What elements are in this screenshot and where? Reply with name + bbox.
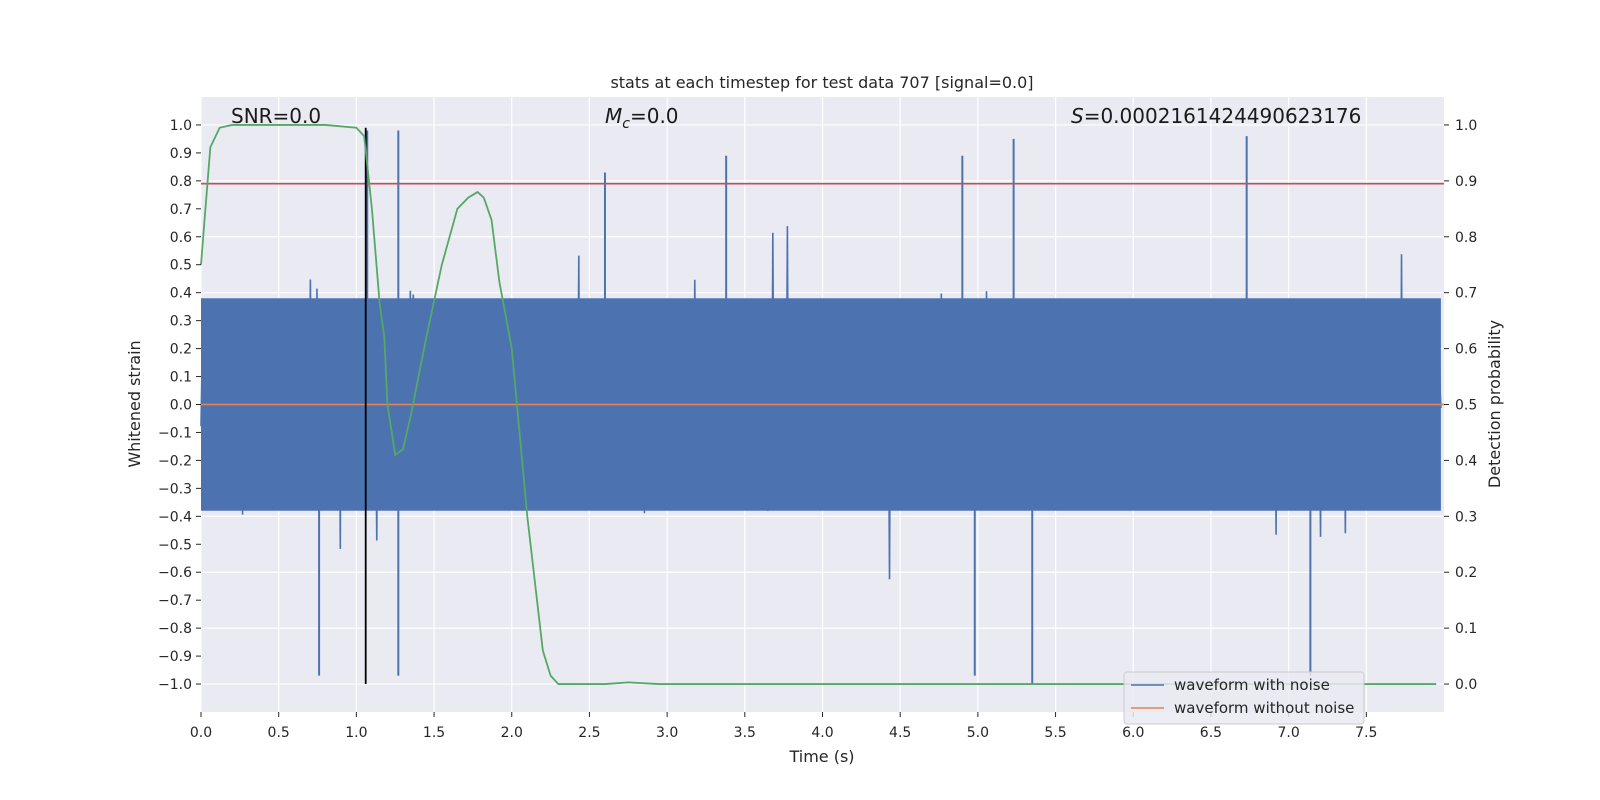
y2-tick-label: 0.1: [1455, 621, 1477, 637]
y2-tick-label: 0.6: [1455, 342, 1477, 358]
y-tick-label: −0.5: [158, 537, 192, 553]
x-tick-labels: 0.0 0.5 1.0 1.5 2.0 2.5 3.0 3.5 4.0 4.5 5.0 5.5 6.0 6…: [190, 712, 1377, 741]
x-axis-label: Time (s): [788, 747, 854, 766]
x-tick-label: 0.5: [268, 725, 290, 741]
y2-tick-label: 0.3: [1455, 509, 1477, 525]
y-tick-label: 0.8: [170, 174, 192, 190]
x-tick-label: 7.5: [1355, 725, 1377, 741]
legend: waveform with noise waveform without noi…: [1123, 671, 1365, 725]
y-axis-label: Whitened strain: [125, 340, 144, 467]
y-tick-label: −0.1: [158, 425, 192, 441]
x-tick-label: 2.5: [578, 725, 600, 741]
x-tick-label: 2.0: [501, 725, 523, 741]
s-annotation: S=0.0002161424490623176: [1071, 104, 1361, 128]
y-tick-label: 0.4: [170, 286, 192, 302]
chirp-mass-value: =0.0: [630, 104, 679, 128]
y2-tick-label: 0.7: [1455, 286, 1477, 302]
chirp-mass-symbol: M: [605, 104, 622, 128]
legend-label-clean: waveform without noise: [1174, 699, 1354, 717]
s-value: =0.0002161424490623176: [1084, 104, 1362, 128]
y2-tick-label: 0.5: [1455, 398, 1477, 414]
s-symbol: S: [1071, 104, 1084, 128]
y-tick-label: −0.7: [158, 593, 192, 609]
y-tick-label: 0.2: [170, 342, 192, 358]
y2-tick-label: 0.8: [1455, 230, 1477, 246]
x-tick-label: 7.0: [1277, 725, 1299, 741]
x-tick-label: 4.0: [811, 725, 833, 741]
x-tick-label: 6.5: [1200, 725, 1222, 741]
y2-tick-label: 0.0: [1455, 677, 1477, 693]
y2-tick-labels: 1.0 0.9 0.8 0.7 0.6 0.5 0.4 0.3 0.2 0.1 0.0: [1444, 118, 1477, 693]
y2-tick-label: 1.0: [1455, 118, 1477, 134]
y-tick-label: −0.4: [158, 509, 192, 525]
x-tick-label: 5.5: [1044, 725, 1066, 741]
y2-axis-label: Detection probability: [1485, 320, 1504, 488]
x-tick-label: 4.5: [889, 725, 911, 741]
y-tick-label: 0.1: [170, 370, 192, 386]
y-tick-label: 1.0: [170, 118, 192, 134]
chirp-mass-subscript: c: [622, 116, 630, 132]
x-tick-label: 3.0: [656, 725, 678, 741]
detection-probability-line: [200, 124, 1437, 685]
legend-label-noise: waveform with noise: [1174, 676, 1330, 694]
y-tick-label: −0.9: [158, 649, 192, 665]
x-tick-label: 6.0: [1122, 725, 1144, 741]
y-tick-labels: 1.0 0.9 0.8 0.7 0.6 0.5 0.4 0.3 0.2 0.1 0.0 −0.1 −0.…: [158, 118, 201, 693]
y-tick-label: 0.9: [170, 146, 192, 162]
chart-title: stats at each timestep for test data 707…: [610, 73, 1033, 92]
x-tick-label: 0.0: [190, 725, 212, 741]
x-tick-label: 3.5: [734, 725, 756, 741]
y-tick-label: −1.0: [158, 677, 192, 693]
legend-box: [1123, 671, 1365, 725]
snr-annotation: SNR=0.0: [231, 104, 321, 128]
overlay-lines: [200, 124, 1444, 685]
x-tick-label: 5.0: [967, 725, 989, 741]
y-tick-label: 0.3: [170, 314, 192, 330]
y-tick-label: 0.7: [170, 202, 192, 218]
x-tick-label: 1.0: [345, 725, 367, 741]
y2-tick-label: 0.9: [1455, 174, 1477, 190]
chirp-mass-annotation: Mc=0.0: [605, 104, 679, 132]
y-tick-label: 0.5: [170, 258, 192, 274]
y-tick-label: −0.8: [158, 621, 192, 637]
y-tick-label: −0.2: [158, 453, 192, 469]
y-tick-label: 0.6: [170, 230, 192, 246]
y-tick-label: −0.6: [158, 565, 192, 581]
y2-tick-label: 0.2: [1455, 565, 1477, 581]
y2-tick-label: 0.4: [1455, 453, 1477, 469]
y-tick-label: 0.0: [170, 398, 192, 414]
x-tick-label: 1.5: [423, 725, 445, 741]
y-tick-label: −0.3: [158, 481, 192, 497]
